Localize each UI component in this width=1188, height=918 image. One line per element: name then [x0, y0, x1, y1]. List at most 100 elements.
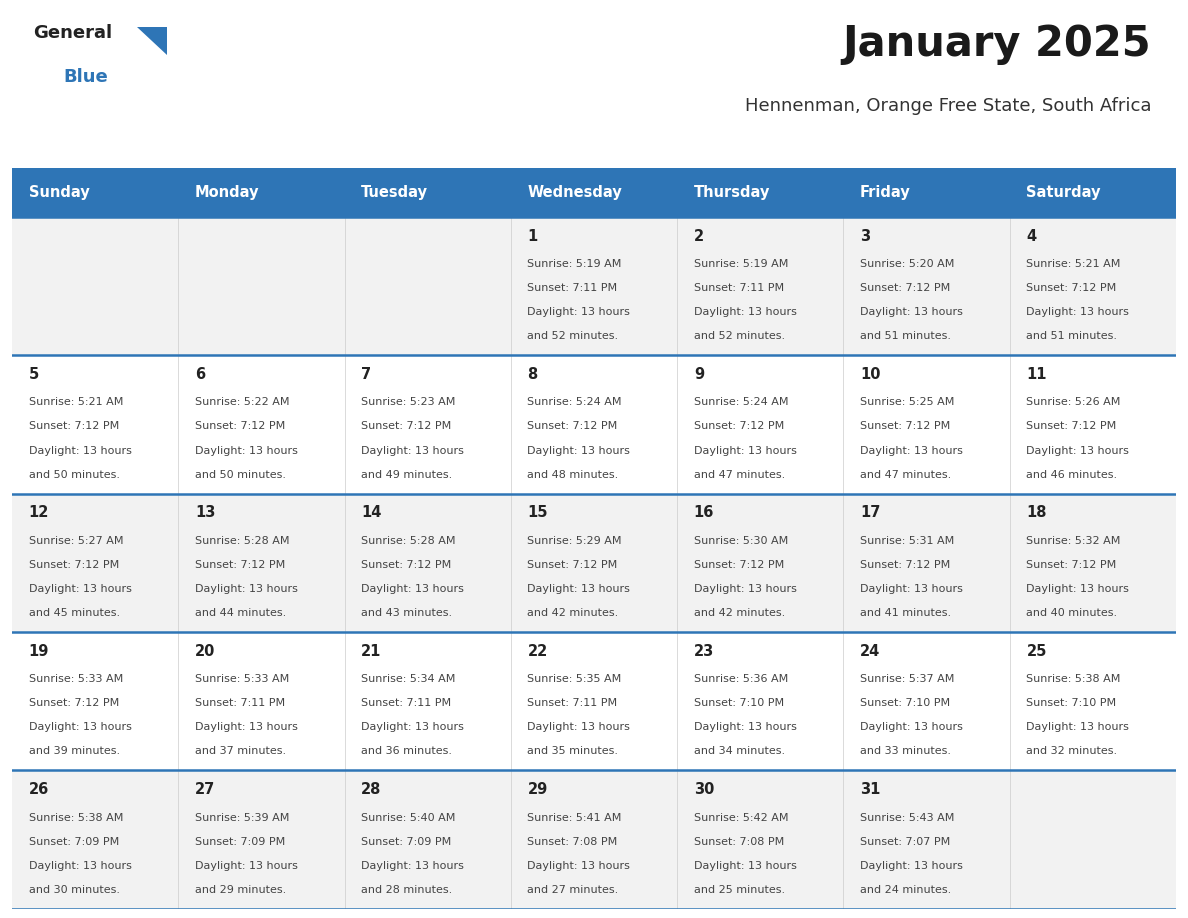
Text: 12: 12: [29, 505, 49, 521]
Text: Sunset: 7:10 PM: Sunset: 7:10 PM: [1026, 699, 1117, 709]
Text: Sunrise: 5:32 AM: Sunrise: 5:32 AM: [1026, 536, 1120, 546]
Text: Sunset: 7:12 PM: Sunset: 7:12 PM: [1026, 283, 1117, 293]
Text: Sunrise: 5:21 AM: Sunrise: 5:21 AM: [1026, 259, 1120, 269]
Text: Sunset: 7:07 PM: Sunset: 7:07 PM: [860, 836, 950, 846]
Text: Daylight: 13 hours: Daylight: 13 hours: [694, 308, 797, 317]
Text: 5: 5: [29, 367, 39, 382]
Text: Friday: Friday: [860, 185, 911, 199]
Text: Sunset: 7:09 PM: Sunset: 7:09 PM: [195, 836, 285, 846]
Text: Sunrise: 5:29 AM: Sunrise: 5:29 AM: [527, 536, 623, 546]
Bar: [12, 632, 1176, 770]
Text: Daylight: 13 hours: Daylight: 13 hours: [860, 445, 963, 455]
Text: and 49 minutes.: and 49 minutes.: [361, 469, 453, 479]
Text: Sunset: 7:12 PM: Sunset: 7:12 PM: [694, 560, 784, 570]
Text: Sunrise: 5:33 AM: Sunrise: 5:33 AM: [195, 674, 289, 684]
Text: Wednesday: Wednesday: [527, 185, 623, 199]
Text: Daylight: 13 hours: Daylight: 13 hours: [694, 861, 797, 871]
Text: Sunset: 7:11 PM: Sunset: 7:11 PM: [527, 699, 618, 709]
Text: Daylight: 13 hours: Daylight: 13 hours: [195, 861, 298, 871]
Text: Daylight: 13 hours: Daylight: 13 hours: [527, 445, 631, 455]
Text: 6: 6: [195, 367, 206, 382]
Text: Sunrise: 5:22 AM: Sunrise: 5:22 AM: [195, 397, 290, 408]
Text: Sunset: 7:08 PM: Sunset: 7:08 PM: [527, 836, 618, 846]
Text: Sunset: 7:09 PM: Sunset: 7:09 PM: [361, 836, 451, 846]
Text: Sunset: 7:12 PM: Sunset: 7:12 PM: [361, 421, 451, 431]
Text: Sunrise: 5:20 AM: Sunrise: 5:20 AM: [860, 259, 954, 269]
Text: and 47 minutes.: and 47 minutes.: [860, 469, 952, 479]
Text: 14: 14: [361, 505, 381, 521]
Text: and 42 minutes.: and 42 minutes.: [694, 608, 785, 618]
Text: and 41 minutes.: and 41 minutes.: [860, 608, 952, 618]
Text: and 52 minutes.: and 52 minutes.: [527, 331, 619, 341]
Text: Sunrise: 5:19 AM: Sunrise: 5:19 AM: [527, 259, 621, 269]
Text: Daylight: 13 hours: Daylight: 13 hours: [860, 584, 963, 594]
Text: Daylight: 13 hours: Daylight: 13 hours: [694, 445, 797, 455]
Text: and 50 minutes.: and 50 minutes.: [195, 469, 286, 479]
Text: Sunrise: 5:24 AM: Sunrise: 5:24 AM: [694, 397, 789, 408]
Text: Daylight: 13 hours: Daylight: 13 hours: [29, 584, 132, 594]
Text: Tuesday: Tuesday: [361, 185, 428, 199]
Text: 22: 22: [527, 644, 548, 659]
Text: Blue: Blue: [63, 68, 108, 85]
Text: Daylight: 13 hours: Daylight: 13 hours: [361, 584, 465, 594]
Text: 17: 17: [860, 505, 880, 521]
Text: Sunrise: 5:31 AM: Sunrise: 5:31 AM: [860, 536, 954, 546]
Text: 10: 10: [860, 367, 880, 382]
Text: 20: 20: [195, 644, 215, 659]
Text: and 37 minutes.: and 37 minutes.: [195, 746, 286, 756]
Text: Sunset: 7:12 PM: Sunset: 7:12 PM: [860, 421, 950, 431]
Text: 7: 7: [361, 367, 372, 382]
Text: Sunday: Sunday: [29, 185, 89, 199]
Text: Daylight: 13 hours: Daylight: 13 hours: [1026, 584, 1130, 594]
Text: and 24 minutes.: and 24 minutes.: [860, 885, 952, 895]
Text: Daylight: 13 hours: Daylight: 13 hours: [361, 445, 465, 455]
Text: Sunset: 7:08 PM: Sunset: 7:08 PM: [694, 836, 784, 846]
Text: and 39 minutes.: and 39 minutes.: [29, 746, 120, 756]
Text: and 48 minutes.: and 48 minutes.: [527, 469, 619, 479]
Text: 28: 28: [361, 782, 381, 797]
Text: Daylight: 13 hours: Daylight: 13 hours: [1026, 308, 1130, 317]
Text: Sunset: 7:11 PM: Sunset: 7:11 PM: [527, 283, 618, 293]
Text: 25: 25: [1026, 644, 1047, 659]
Text: Daylight: 13 hours: Daylight: 13 hours: [694, 722, 797, 733]
Text: Sunrise: 5:39 AM: Sunrise: 5:39 AM: [195, 812, 289, 823]
Text: and 47 minutes.: and 47 minutes.: [694, 469, 785, 479]
Text: Daylight: 13 hours: Daylight: 13 hours: [860, 722, 963, 733]
Text: Daylight: 13 hours: Daylight: 13 hours: [860, 308, 963, 317]
Text: Daylight: 13 hours: Daylight: 13 hours: [1026, 445, 1130, 455]
Text: Sunset: 7:10 PM: Sunset: 7:10 PM: [694, 699, 784, 709]
Text: Hennenman, Orange Free State, South Africa: Hennenman, Orange Free State, South Afri…: [745, 97, 1151, 115]
Text: 4: 4: [1026, 229, 1037, 243]
Text: and 36 minutes.: and 36 minutes.: [361, 746, 453, 756]
Text: Sunset: 7:12 PM: Sunset: 7:12 PM: [361, 560, 451, 570]
Text: Sunset: 7:11 PM: Sunset: 7:11 PM: [361, 699, 451, 709]
Text: Sunrise: 5:30 AM: Sunrise: 5:30 AM: [694, 536, 788, 546]
Bar: [12, 355, 1176, 494]
Text: Daylight: 13 hours: Daylight: 13 hours: [527, 584, 631, 594]
Text: Sunrise: 5:25 AM: Sunrise: 5:25 AM: [860, 397, 954, 408]
Text: General: General: [33, 25, 113, 42]
Text: and 35 minutes.: and 35 minutes.: [527, 746, 619, 756]
Text: Daylight: 13 hours: Daylight: 13 hours: [527, 722, 631, 733]
Text: Sunrise: 5:40 AM: Sunrise: 5:40 AM: [361, 812, 455, 823]
Text: and 25 minutes.: and 25 minutes.: [694, 885, 785, 895]
Text: and 34 minutes.: and 34 minutes.: [694, 746, 785, 756]
Text: Sunset: 7:11 PM: Sunset: 7:11 PM: [195, 699, 285, 709]
Text: Thursday: Thursday: [694, 185, 770, 199]
Bar: [12, 770, 1176, 909]
Text: Sunset: 7:12 PM: Sunset: 7:12 PM: [1026, 421, 1117, 431]
Text: and 52 minutes.: and 52 minutes.: [694, 331, 785, 341]
Text: Sunrise: 5:27 AM: Sunrise: 5:27 AM: [29, 536, 124, 546]
Text: and 33 minutes.: and 33 minutes.: [860, 746, 952, 756]
Text: Sunrise: 5:19 AM: Sunrise: 5:19 AM: [694, 259, 788, 269]
Text: 19: 19: [29, 644, 49, 659]
Text: and 29 minutes.: and 29 minutes.: [195, 885, 286, 895]
Text: Sunrise: 5:33 AM: Sunrise: 5:33 AM: [29, 674, 122, 684]
Bar: [12, 167, 1176, 217]
Text: Daylight: 13 hours: Daylight: 13 hours: [29, 445, 132, 455]
Text: 26: 26: [29, 782, 49, 797]
Text: Daylight: 13 hours: Daylight: 13 hours: [527, 308, 631, 317]
Text: 18: 18: [1026, 505, 1047, 521]
Text: Sunrise: 5:28 AM: Sunrise: 5:28 AM: [361, 536, 456, 546]
Text: Sunrise: 5:35 AM: Sunrise: 5:35 AM: [527, 674, 621, 684]
